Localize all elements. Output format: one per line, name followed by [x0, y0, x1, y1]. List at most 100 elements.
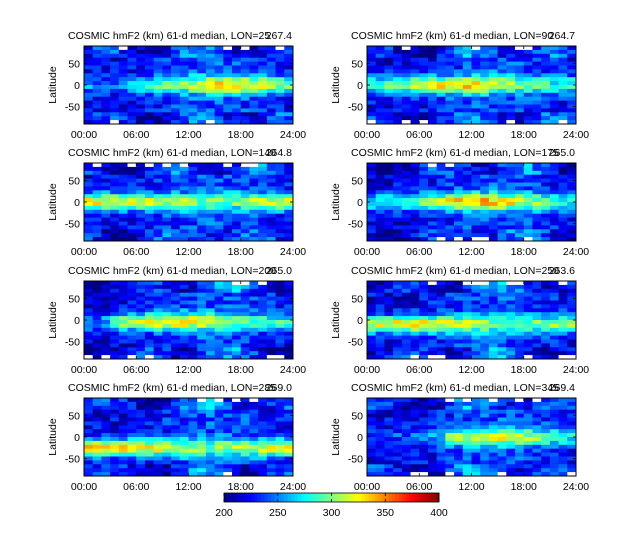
- heatmap-cell: [471, 104, 481, 109]
- heatmap-cell: [110, 429, 120, 434]
- heatmap-cell: [258, 61, 268, 66]
- heatmap-cell: [506, 405, 516, 411]
- heatmap-cell: [223, 417, 233, 422]
- heatmap-cell: [541, 284, 551, 290]
- heatmap-cell: [92, 425, 102, 430]
- heatmap-cell: [462, 166, 472, 172]
- heatmap-cell: [462, 433, 472, 438]
- heatmap-cell: [275, 316, 285, 321]
- heatmap-cell: [410, 440, 420, 446]
- heatmap-cell: [462, 57, 472, 62]
- heatmap-cell: [179, 425, 189, 430]
- heatmap-cell: [258, 316, 268, 321]
- heatmap-cell: [532, 316, 542, 321]
- heatmap-cell: [384, 437, 394, 442]
- heatmap-cell: [214, 108, 224, 113]
- heatmap-cell: [101, 323, 111, 329]
- heatmap-cell: [436, 81, 446, 86]
- heatmap-cell: [367, 178, 377, 183]
- heatmap-cell: [558, 425, 568, 430]
- heatmap-cell: [101, 186, 111, 191]
- heatmap-cell: [153, 233, 163, 238]
- heatmap-cell: [118, 65, 128, 70]
- heatmap-cell: [205, 225, 215, 230]
- heatmap-cell: [436, 339, 446, 344]
- heatmap-cell: [384, 300, 394, 305]
- heatmap-cell: [419, 339, 429, 344]
- heatmap-cell: [232, 190, 242, 195]
- heatmap-cell: [171, 335, 181, 340]
- heatmap-cell: [266, 221, 276, 226]
- heatmap-cell: [419, 425, 429, 430]
- heatmap-cell: [471, 413, 481, 418]
- heatmap-cell: [471, 233, 481, 238]
- heatmap-cell: [84, 73, 94, 78]
- heatmap-cell: [532, 433, 542, 438]
- heatmap-cell: [266, 300, 276, 305]
- heatmap-cell: [214, 347, 224, 352]
- heatmap-cell: [258, 186, 268, 191]
- heatmap-cell: [497, 347, 507, 352]
- heatmap-cell: [153, 304, 163, 309]
- heatmap-cell: [567, 198, 577, 203]
- heatmap-cell: [401, 202, 411, 207]
- heatmap-cell: [205, 347, 215, 352]
- heatmap-cell: [549, 409, 559, 414]
- heatmap-cell: [393, 296, 403, 301]
- heatmap-cell: [136, 405, 146, 411]
- heatmap-cell: [223, 205, 233, 211]
- heatmap-cell: [197, 73, 207, 78]
- heatmap-cell: [523, 182, 533, 187]
- heatmap-cell: [523, 108, 533, 113]
- heatmap-cell: [445, 405, 455, 411]
- heatmap-cell: [171, 116, 181, 121]
- heatmap-cell: [144, 401, 155, 407]
- heatmap-cell: [567, 323, 577, 329]
- heatmap-cell: [249, 194, 259, 199]
- heatmap-cell: [375, 198, 385, 203]
- heatmap-cell: [436, 85, 446, 90]
- heatmap-cell: [144, 323, 155, 329]
- heatmap-cell: [462, 304, 472, 309]
- heatmap-cell: [532, 88, 542, 94]
- heatmap-cell: [153, 61, 163, 66]
- heatmap-cell: [136, 198, 146, 203]
- heatmap-cell: [249, 444, 259, 450]
- heatmap-cell: [375, 233, 385, 238]
- heatmap-cell: [258, 300, 268, 305]
- heatmap-cell: [266, 292, 276, 297]
- heatmap-cell: [375, 205, 385, 211]
- heatmap-cell: [214, 323, 224, 329]
- heatmap-cell: [101, 77, 111, 82]
- heatmap-cell: [136, 284, 146, 290]
- heatmap-cell: [101, 69, 111, 74]
- heatmap-cell: [188, 65, 198, 70]
- heatmap-cell: [436, 100, 446, 105]
- heatmap-cell: [375, 347, 385, 352]
- heatmap-cell: [162, 327, 172, 333]
- heatmap-cell: [462, 331, 472, 336]
- heatmap-cell: [92, 81, 102, 86]
- heatmap-cell: [567, 433, 577, 438]
- heatmap-cell: [275, 73, 285, 78]
- heatmap-cell: [541, 300, 551, 305]
- heatmap-cell: [284, 65, 294, 70]
- heatmap-cell: [445, 401, 455, 407]
- heatmap-cell: [249, 437, 259, 442]
- heatmap-cell: [179, 213, 189, 218]
- heatmap-cell: [127, 452, 137, 457]
- heatmap-cell: [454, 69, 464, 74]
- heatmap-cell: [462, 96, 472, 101]
- heatmap-cell: [275, 85, 285, 90]
- heatmap-cell: [497, 425, 507, 430]
- heatmap-cell: [410, 339, 420, 344]
- heatmap-cell: [240, 225, 250, 230]
- heatmap-cell: [258, 229, 268, 234]
- heatmap-cell: [110, 401, 120, 407]
- heatmap-cell: [110, 351, 120, 356]
- heatmap-cell: [462, 292, 472, 297]
- heatmap-cell: [436, 425, 446, 430]
- heatmap-cell: [179, 237, 189, 242]
- heatmap-cell: [188, 182, 198, 187]
- heatmap-cell: [153, 49, 163, 55]
